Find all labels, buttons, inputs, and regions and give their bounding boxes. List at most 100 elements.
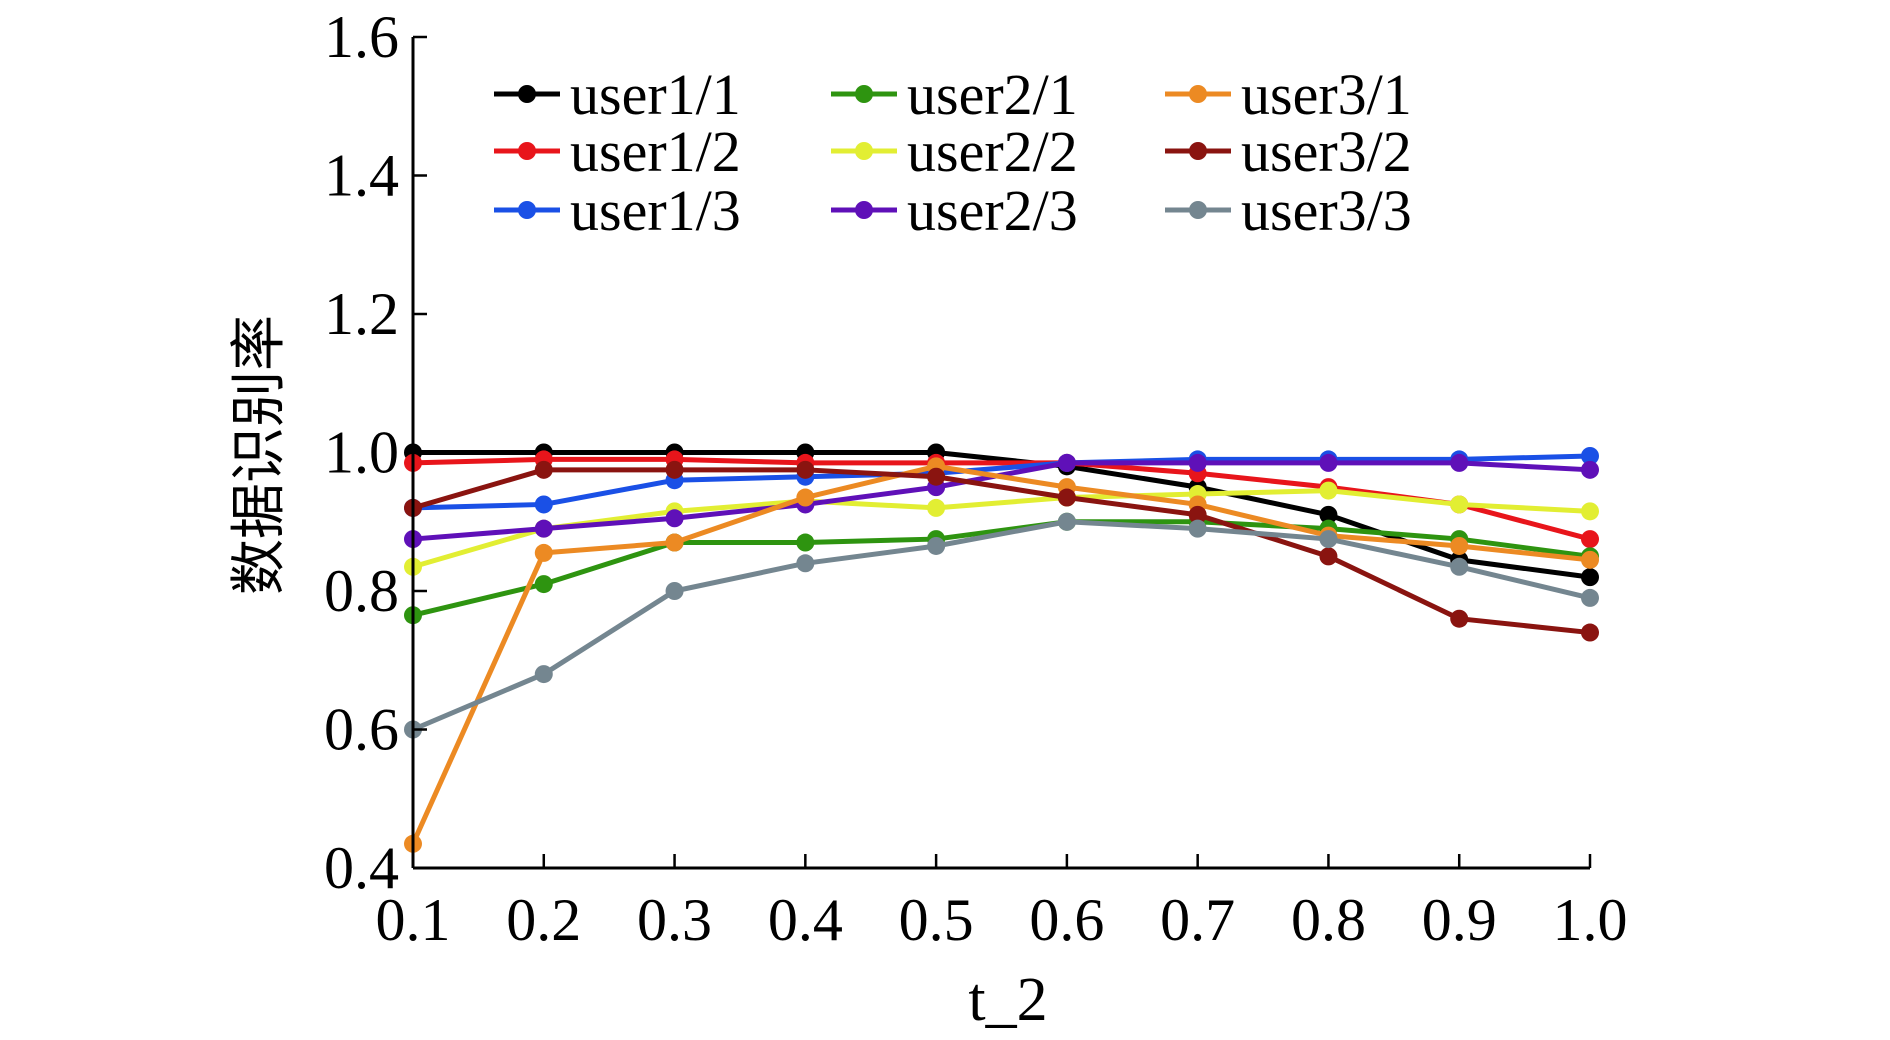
legend-item: user2/1 <box>831 62 1078 127</box>
legend-item: user2/2 <box>831 119 1078 184</box>
y-axis-label: 数据识别率 <box>227 315 292 595</box>
legend-swatch-marker <box>1189 201 1207 219</box>
legend-label: user1/1 <box>570 62 741 127</box>
data-point <box>796 460 815 479</box>
series-user2-1 <box>404 512 1599 625</box>
legend-swatch-marker <box>855 201 873 219</box>
data-point <box>1057 512 1076 531</box>
series-line <box>412 453 1591 511</box>
series-user3-3 <box>404 512 1599 739</box>
data-point <box>534 543 553 562</box>
y-tick-label: 1.2 <box>324 281 399 347</box>
y-tick-label: 0.6 <box>324 697 399 763</box>
data-point <box>1319 505 1338 524</box>
legend-label: user3/3 <box>1241 178 1412 243</box>
legend-swatch-marker <box>855 85 873 103</box>
series-layer <box>404 443 1599 853</box>
data-point <box>665 509 684 528</box>
data-point <box>1450 453 1469 472</box>
series-user3-1 <box>404 457 1599 853</box>
legend-label: user2/2 <box>907 119 1078 184</box>
x-tick-label: 0.5 <box>899 887 974 953</box>
data-point <box>1581 568 1599 587</box>
data-point <box>534 460 553 479</box>
data-point <box>796 488 815 507</box>
series-line <box>412 519 1591 732</box>
data-point <box>1450 536 1469 555</box>
x-tick-label: 0.1 <box>376 887 451 953</box>
legend-swatch-marker <box>518 85 536 103</box>
data-point <box>1188 453 1207 472</box>
data-point <box>1319 547 1338 566</box>
data-point <box>1319 481 1338 500</box>
x-tick-label: 0.6 <box>1029 887 1104 953</box>
y-tick-label: 0.8 <box>324 558 399 624</box>
legend-swatch-marker <box>1189 85 1207 103</box>
ticks-layer: 0.4 0.6 0.8 1.0 1.2 1.4 1.6 0.1 0.2 0.3 0.4 0.5 0.6 0… <box>324 4 1628 953</box>
series-line <box>412 519 1591 618</box>
data-point <box>665 460 684 479</box>
data-point <box>796 554 815 573</box>
legend-item: user1/2 <box>494 119 741 184</box>
data-point <box>927 498 946 517</box>
data-point <box>796 533 815 552</box>
series-line <box>412 488 1591 570</box>
legend-label: user3/2 <box>1241 119 1412 184</box>
series-line <box>412 467 1591 636</box>
data-point <box>1581 550 1599 569</box>
data-point <box>1057 453 1076 472</box>
legend-label: user1/2 <box>570 119 741 184</box>
series-line <box>410 463 1591 845</box>
legend-item: user3/2 <box>1165 119 1412 184</box>
series-user3-2 <box>404 460 1599 642</box>
x-axis-label: t_2 <box>968 966 1047 1034</box>
data-point <box>534 575 553 594</box>
data-point <box>1581 446 1599 465</box>
data-point <box>1057 488 1076 507</box>
y-tick-label: 0.4 <box>324 835 399 901</box>
x-tick-label: 0.2 <box>506 887 581 953</box>
data-point <box>665 582 684 600</box>
data-point <box>1581 623 1599 642</box>
legend-swatch-marker <box>518 142 536 160</box>
legend-swatch-marker <box>855 142 873 160</box>
legend-label: user3/1 <box>1241 62 1412 127</box>
x-tick-label: 0.8 <box>1291 887 1366 953</box>
x-tick-label: 0.7 <box>1160 887 1235 953</box>
series-line <box>413 450 1591 580</box>
data-point <box>534 519 553 538</box>
data-point <box>1581 530 1599 549</box>
data-point <box>1450 495 1469 514</box>
data-point <box>1581 460 1599 479</box>
data-point <box>534 495 553 514</box>
x-tick-label: 0.3 <box>637 887 712 953</box>
legend-swatch-marker <box>1189 142 1207 160</box>
data-point <box>1450 609 1469 628</box>
legend-label: user2/1 <box>907 62 1078 127</box>
legend-label: user2/3 <box>907 178 1078 243</box>
data-point <box>927 467 946 486</box>
x-tick-label: 0.4 <box>768 887 843 953</box>
legend-item: user3/3 <box>1165 178 1412 243</box>
y-tick-label: 1.0 <box>324 420 399 486</box>
y-tick-label: 1.6 <box>324 4 399 70</box>
data-point <box>665 533 684 552</box>
data-point <box>534 665 553 684</box>
data-point <box>1450 557 1469 576</box>
x-tick-label: 0.9 <box>1422 887 1497 953</box>
x-tick-label: 1.0 <box>1553 887 1628 953</box>
data-point <box>1188 505 1207 524</box>
data-point <box>1319 530 1338 549</box>
legend-item: user2/3 <box>831 178 1078 243</box>
legend-item: user3/1 <box>1165 62 1412 127</box>
data-point <box>927 536 946 555</box>
legend-label: user1/3 <box>570 178 741 243</box>
data-point <box>1188 519 1207 538</box>
data-point <box>1581 502 1599 521</box>
data-point <box>1581 588 1599 607</box>
data-point <box>1319 453 1338 472</box>
legend-swatch-marker <box>518 201 536 219</box>
legend-item: user1/1 <box>494 62 741 127</box>
